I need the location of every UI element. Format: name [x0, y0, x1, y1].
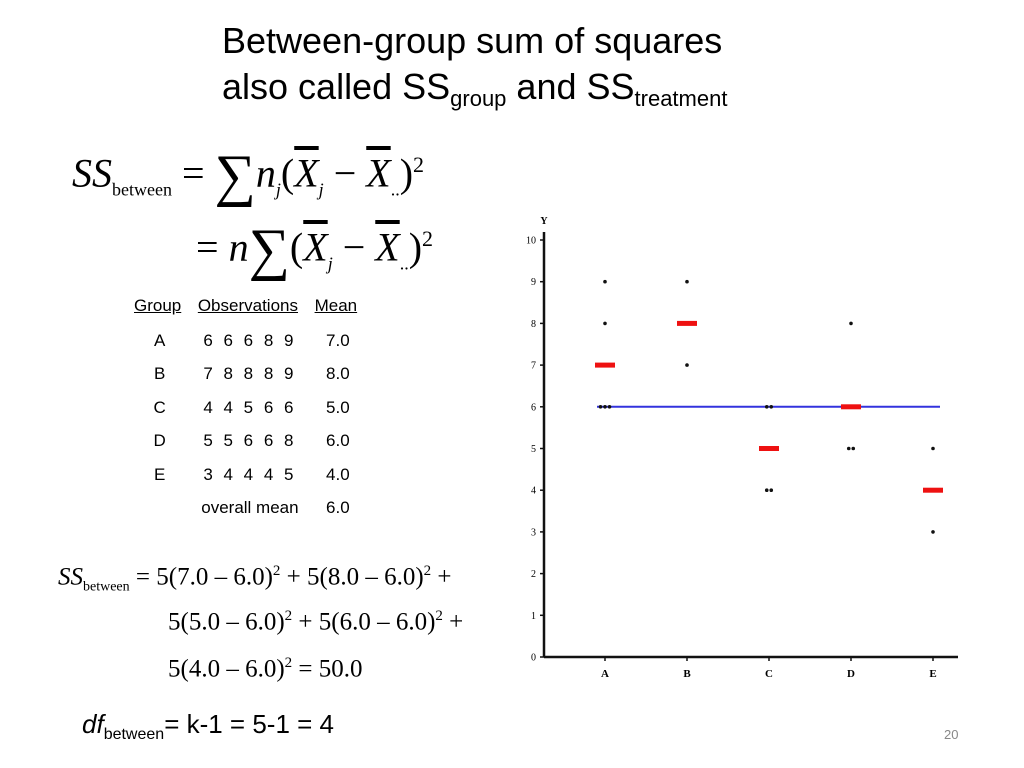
y-tick-label: 5 [531, 444, 536, 455]
dot-plot-chart: Y 0 1 2 3 4 5 6 7 8 9 10 A B C D E [526, 216, 958, 680]
x-tick-label: B [683, 668, 691, 680]
group-mean-marker [595, 362, 615, 368]
header-observations: Observations [197, 296, 298, 315]
data-point [607, 405, 612, 409]
data-point [846, 446, 851, 451]
df-between: dfbetween= k-1 = 5-1 = 4 [82, 709, 335, 744]
slide-title: Between-group sum of squares also called… [222, 18, 842, 110]
y-tick-label: 0 [531, 653, 536, 664]
y-tick-label: 3 [531, 527, 536, 538]
y-tick-label: 6 [531, 402, 536, 413]
x-tick-label: D [847, 668, 855, 680]
page-number: 20 [944, 727, 959, 742]
data-point [849, 321, 853, 326]
data-point [769, 405, 774, 409]
y-axis-label: Y [540, 216, 548, 227]
x-tick-label: E [929, 668, 936, 680]
x-tick-label: A [601, 668, 609, 680]
data-point [851, 446, 856, 451]
overall-mean-row: overall mean 6.0 [128, 492, 367, 526]
table-header-row: Group Observations Mean [128, 296, 367, 324]
y-tick-label: 8 [531, 319, 536, 330]
data-point [603, 405, 607, 409]
data-point [598, 405, 603, 409]
data-point [764, 405, 769, 409]
ss-calc-line-3: 5(4.0 – 6.0)2 = 50.0 [168, 655, 363, 683]
y-tick-label: 1 [531, 611, 536, 622]
group-mean-marker [841, 404, 861, 410]
data-point [931, 446, 935, 451]
data-point [931, 530, 935, 534]
data-point [603, 279, 607, 284]
data-point [685, 363, 689, 367]
ss-calc-line-1: SSbetween = 5(7.0 – 6.0)2 + 5(8.0 – 6.0)… [58, 563, 452, 595]
overall-mean-label: overall mean [201, 498, 299, 518]
overall-mean-value: 6.0 [326, 498, 350, 518]
header-group: Group [134, 296, 182, 315]
title-line-2: also called SSgroup and SStreatment [222, 66, 728, 111]
data-point [603, 321, 607, 326]
y-tick-label: 7 [531, 361, 536, 372]
group-mean-marker [759, 446, 779, 451]
y-tick-label: 9 [531, 277, 536, 288]
x-tick-label: C [765, 668, 773, 680]
ss-between-formula-2: = n∑(Xj − X..)2 [196, 216, 434, 282]
data-point [764, 488, 769, 493]
ss-between-formula-1: SSbetween = ∑nj(Xj − X..)2 [72, 142, 425, 208]
y-tick-label: 10 [526, 236, 536, 247]
title-line-1: Between-group sum of squares [222, 20, 723, 61]
y-tick-label: 2 [531, 569, 536, 580]
data-point [685, 279, 689, 284]
y-tick-label: 4 [531, 486, 536, 497]
group-mean-marker [677, 320, 697, 326]
group-mean-marker [923, 487, 943, 493]
header-mean: Mean [314, 296, 358, 315]
ss-calc-line-2: 5(5.0 – 6.0)2 + 5(6.0 – 6.0)2 + [168, 608, 464, 636]
data-point [769, 488, 774, 493]
